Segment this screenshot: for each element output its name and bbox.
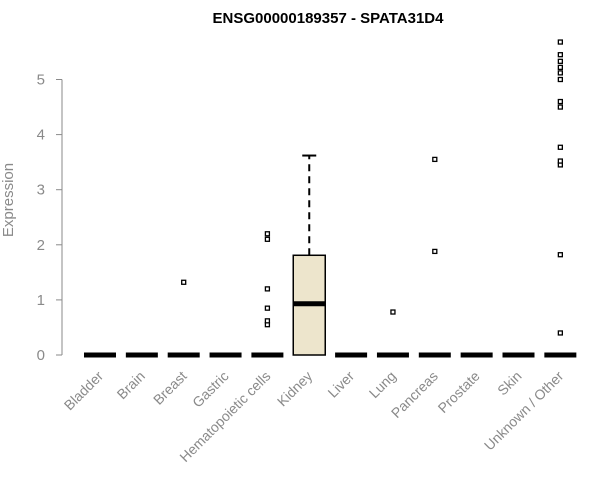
outlier-point xyxy=(264,286,271,292)
box-group xyxy=(292,154,326,356)
box-group xyxy=(376,309,409,358)
outlier-point xyxy=(557,330,563,336)
outlier-point xyxy=(432,156,438,163)
plot-area xyxy=(84,39,577,358)
x-tick-label: Prostate xyxy=(435,368,483,416)
outlier-point xyxy=(557,144,563,150)
outlier-point xyxy=(557,58,563,64)
x-tick-label: Liver xyxy=(324,368,357,401)
outlier-point xyxy=(264,305,271,311)
y-tick-label: 1 xyxy=(37,292,45,309)
outlier-point xyxy=(557,158,563,164)
outlier-point xyxy=(557,52,563,58)
outlier-point xyxy=(264,318,271,324)
x-tick-label: Pancreas xyxy=(388,368,441,421)
outlier-point xyxy=(557,76,563,83)
outlier-point xyxy=(432,248,438,255)
outlier-point xyxy=(181,279,187,285)
outlier-point xyxy=(557,70,563,76)
box-group xyxy=(418,156,451,358)
outlier-point xyxy=(557,98,563,105)
outlier-point xyxy=(264,236,271,242)
x-tick-label: Brain xyxy=(114,368,148,402)
x-tick-label: Bladder xyxy=(61,368,107,414)
y-axis-label: Expression xyxy=(0,163,17,237)
box-group xyxy=(167,279,200,358)
box-group xyxy=(251,231,284,358)
outlier-point xyxy=(390,309,396,315)
outlier-point xyxy=(557,64,563,71)
outlier-point xyxy=(557,104,563,110)
y-tick-label: 0 xyxy=(37,347,45,364)
outlier-point xyxy=(557,39,563,45)
x-tick-label: Lung xyxy=(366,368,399,401)
x-tick-label: Skin xyxy=(494,368,525,399)
box-group xyxy=(544,39,577,358)
chart-title: ENSG00000189357 - SPATA31D4 xyxy=(213,10,445,27)
x-tick-label: Unknown / Other xyxy=(481,368,567,454)
x-tick-label: Breast xyxy=(150,368,190,408)
outlier-point xyxy=(264,231,271,237)
y-tick-label: 4 xyxy=(37,127,45,144)
y-axis: 0 1 2 3 4 5 xyxy=(37,72,63,364)
y-tick-label: 5 xyxy=(37,72,45,89)
outlier-point xyxy=(557,252,563,258)
y-tick-label: 3 xyxy=(37,182,45,199)
y-tick-label: 2 xyxy=(37,237,45,254)
x-tick-label: Kidney xyxy=(274,368,316,410)
